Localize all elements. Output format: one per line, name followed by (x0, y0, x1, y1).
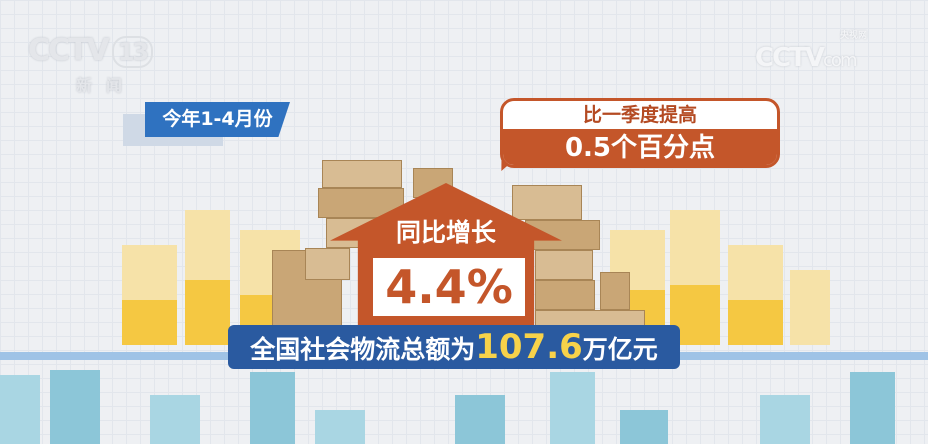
building (550, 372, 595, 444)
building (850, 372, 895, 444)
site-logo-chinese: 央视网 (840, 31, 868, 41)
bar (122, 300, 177, 345)
site-logo-row: CCTVcom (755, 42, 867, 77)
period-tag: 今年1-4月份 (145, 102, 290, 137)
logo-brand: CCTV (28, 33, 110, 68)
cardboard-box (305, 248, 350, 280)
comparison-bubble: 比一季度提高 0.5个百分点 (500, 98, 780, 168)
building (760, 395, 810, 444)
site-logo-domain: com (823, 50, 857, 71)
cardboard-box (535, 250, 593, 280)
bubble-line1: 比一季度提高 (582, 104, 697, 126)
headline-suffix: 万亿元 (582, 335, 658, 364)
bar (790, 270, 830, 345)
building (250, 372, 295, 444)
cctv-com-logo: 央视网 CCTVcom (755, 30, 867, 77)
headline-banner: 全国社会物流总额为107.6万亿元 (228, 325, 680, 369)
headline-value: 107.6 (475, 327, 583, 367)
building (50, 370, 100, 444)
growth-value: 4.4% (373, 258, 525, 316)
bar (185, 280, 230, 345)
growth-label: 同比增长 (395, 218, 496, 247)
building (0, 375, 40, 444)
logo-subtitle: 新闻 (76, 76, 137, 95)
logo-brand-row: CCTV 13 (28, 32, 154, 71)
cctv13-logo: CCTV 13 新闻 (28, 32, 154, 97)
bubble-line2: 0.5个百分点 (503, 129, 777, 165)
cardboard-box (322, 160, 402, 188)
site-logo-brand: CCTV (755, 43, 825, 73)
bar (728, 300, 783, 345)
building (150, 395, 200, 444)
cardboard-box (600, 272, 630, 310)
cardboard-box (535, 280, 595, 310)
cardboard-box (512, 185, 582, 220)
building (315, 410, 365, 444)
logo-channel-number: 13 (111, 36, 154, 68)
building (620, 410, 668, 444)
headline-prefix: 全国社会物流总额为 (250, 335, 476, 364)
building (455, 395, 505, 444)
